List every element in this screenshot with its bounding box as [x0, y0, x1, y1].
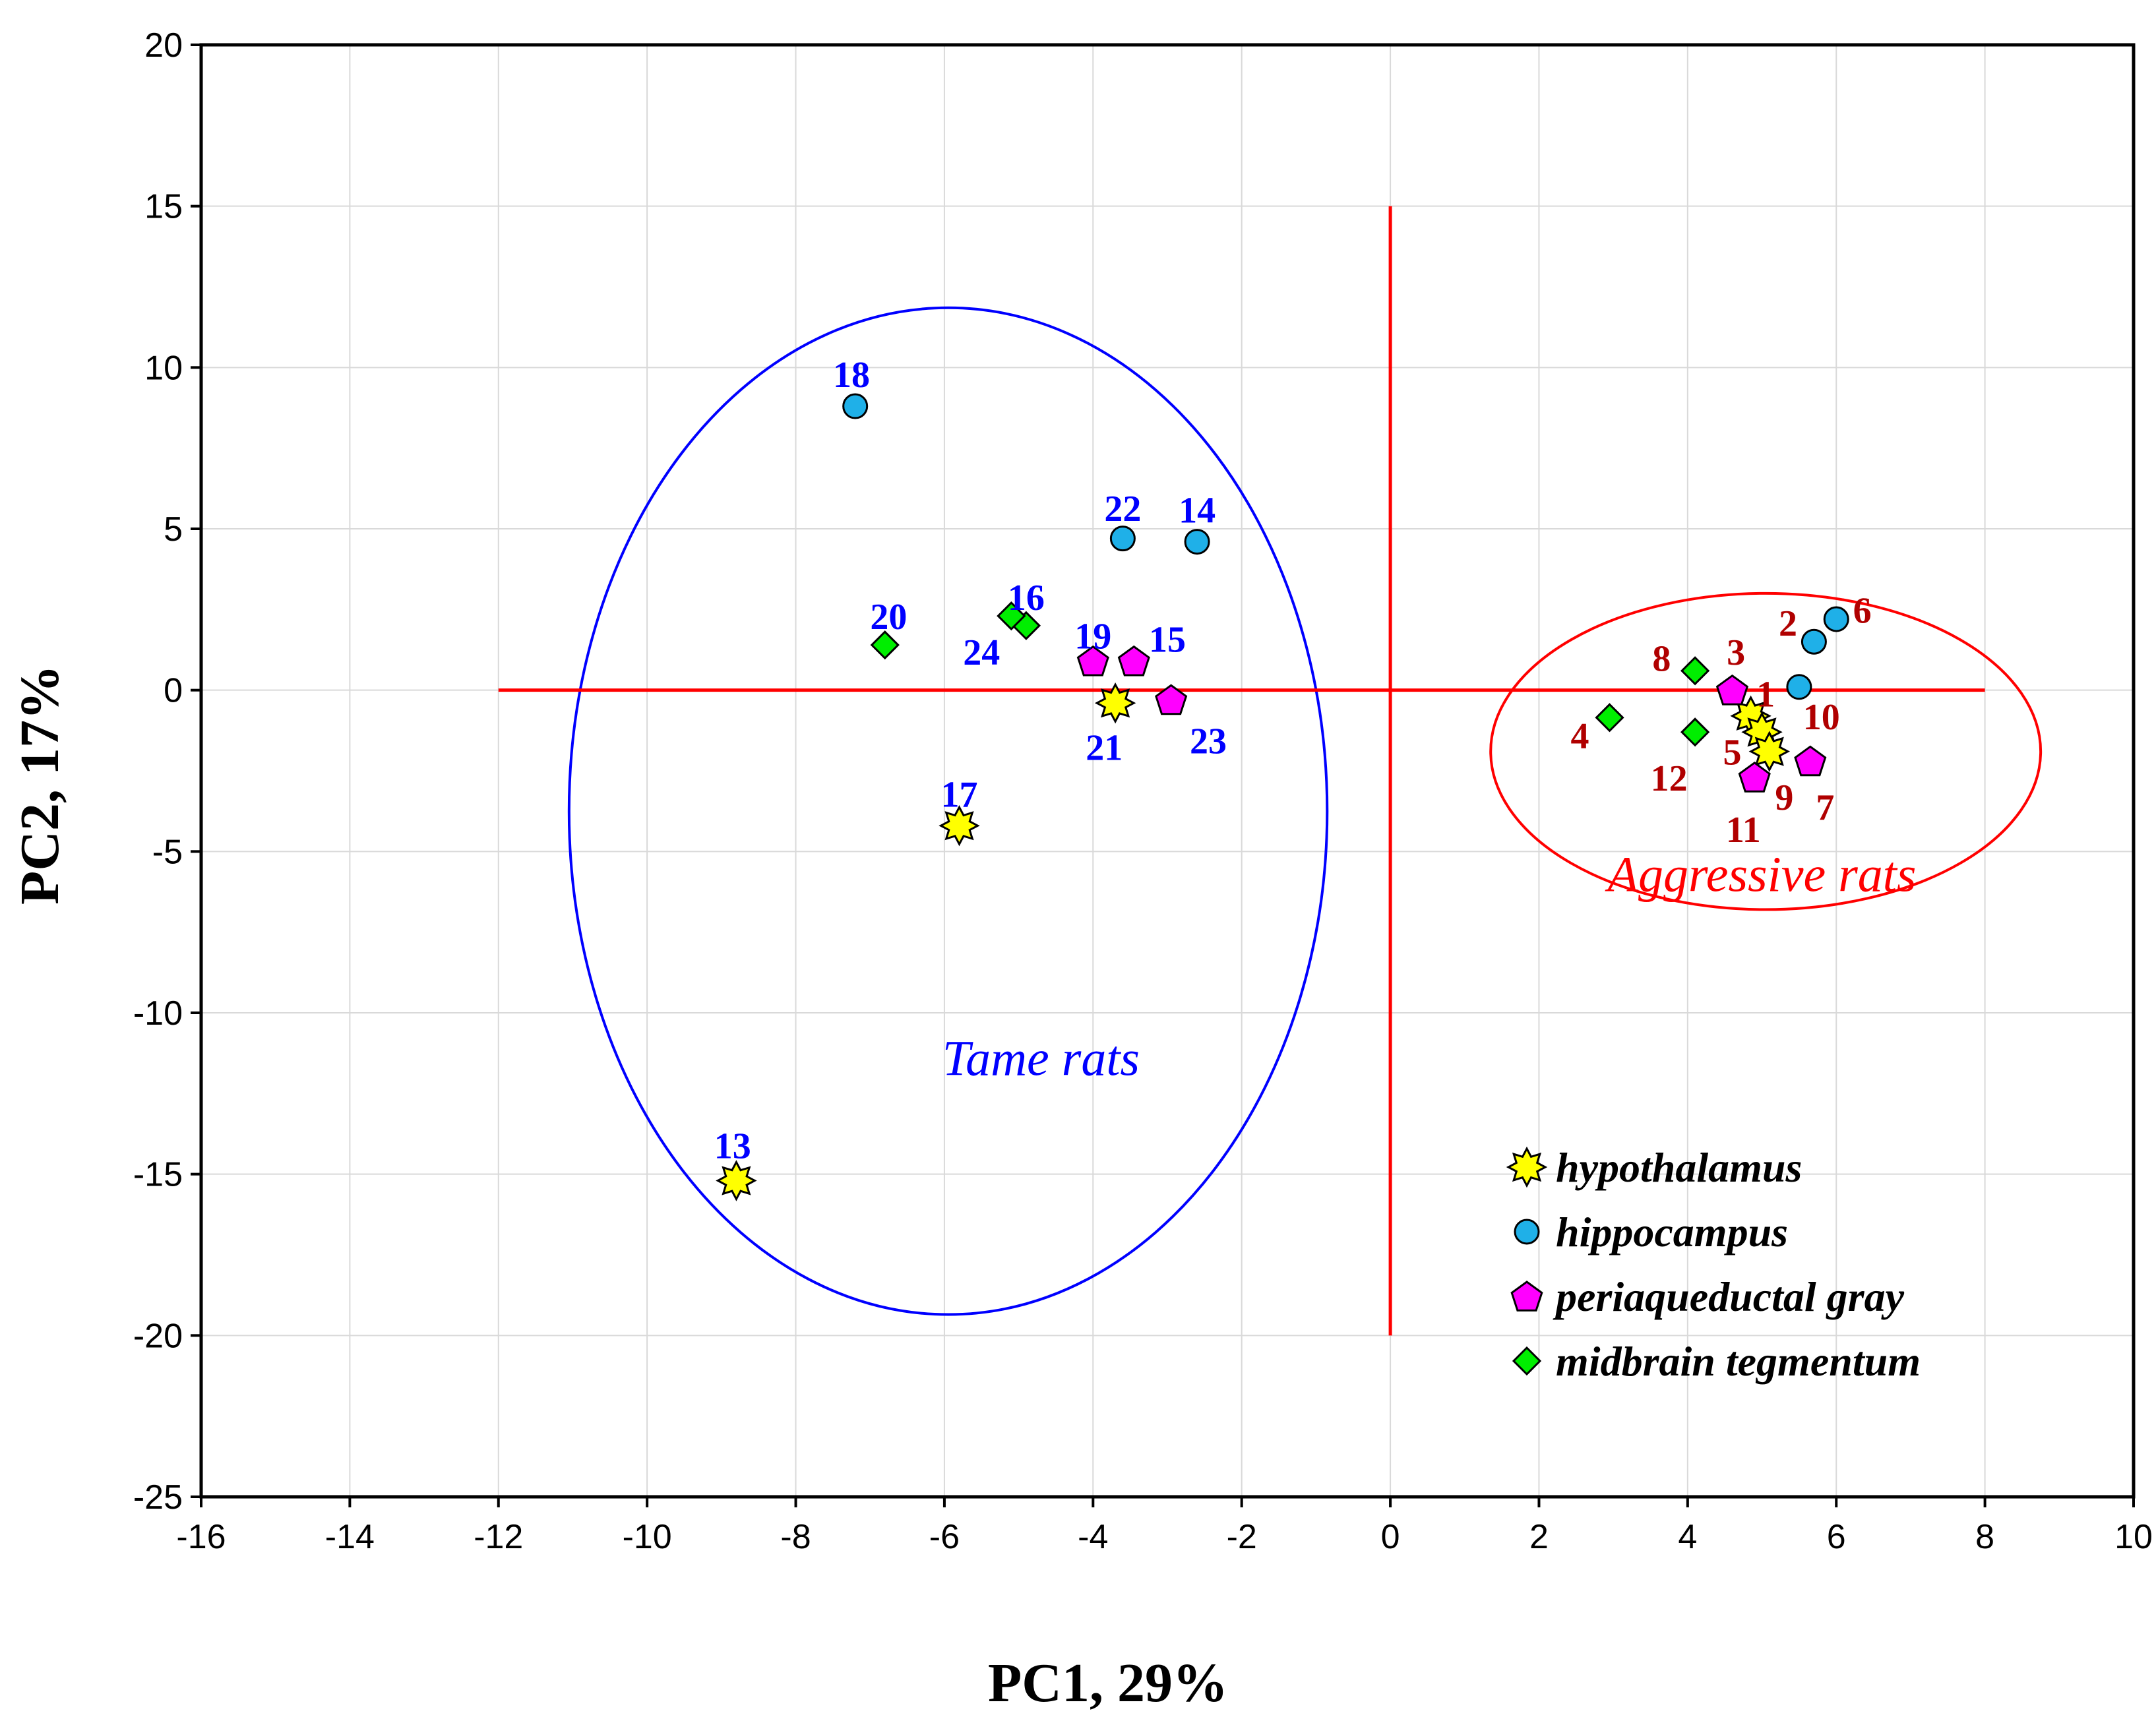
y-axis-title: PC2, 17%	[9, 665, 71, 905]
hippocampus-point	[1801, 628, 1827, 655]
y-tick-label: -10	[133, 994, 183, 1033]
hypothalamus-point	[1094, 682, 1136, 724]
y-tick-label: -25	[133, 1478, 183, 1517]
plot-frame	[199, 43, 2136, 1499]
y-tick-label: -5	[152, 833, 183, 871]
y-tick-label: 10	[144, 349, 183, 387]
periaqueductal-gray-point	[1794, 745, 1827, 777]
midbrain-tegmentum-point	[997, 601, 1026, 631]
x-axis-title: PC1, 29%	[988, 1652, 1228, 1714]
tame-group-ellipse	[567, 306, 1329, 1316]
point-label: 16	[1008, 578, 1045, 619]
point-label: 10	[1803, 697, 1840, 738]
aggressive-group-label: Aggressive rats	[1605, 847, 1917, 903]
x-tick-label: 4	[1678, 1518, 1697, 1556]
point-label: 24	[963, 632, 1000, 673]
legend: hypothalamus hippocampus periaqueductal gr…	[1506, 1144, 1921, 1385]
y-tick-label: 15	[144, 188, 183, 226]
hippocampus-point	[1109, 526, 1136, 552]
point-label: 9	[1775, 777, 1793, 818]
point-label: 19	[1074, 616, 1111, 657]
point-label: 18	[833, 355, 870, 396]
hippocampus-point	[842, 393, 869, 419]
periaqueductal-gray-point	[1117, 645, 1150, 677]
x-tick-label: -14	[325, 1518, 375, 1556]
data-points	[716, 393, 1849, 1201]
y-tick-label: -15	[133, 1156, 183, 1194]
point-label: 11	[1726, 810, 1761, 851]
x-tick-label: 6	[1827, 1518, 1846, 1556]
hippocampus-point	[1786, 674, 1812, 700]
hypothalamus-point	[939, 804, 980, 847]
point-label: 1	[1756, 675, 1775, 715]
x-tick-label: -8	[780, 1518, 811, 1556]
x-tick-label: -6	[929, 1518, 960, 1556]
x-tick-label: -4	[1078, 1518, 1108, 1556]
x-tick-label: -16	[176, 1518, 226, 1556]
point-label: 14	[1179, 491, 1216, 531]
pentagon-icon	[1510, 1281, 1543, 1312]
midbrain-tegmentum-point	[870, 630, 900, 660]
point-label: 3	[1727, 632, 1745, 673]
periaqueductal-gray-point	[1155, 684, 1188, 715]
x-tick-label: -2	[1227, 1518, 1257, 1556]
point-label: 4	[1570, 716, 1589, 757]
x-tick-label: 8	[1975, 1518, 1994, 1556]
y-tick-label: 0	[164, 672, 183, 710]
periaqueductal-gray-point	[1076, 645, 1109, 677]
y-tick-label: 20	[144, 26, 183, 65]
legend-label: periaqueductal gray	[1553, 1273, 1905, 1320]
point-label: 22	[1104, 489, 1141, 529]
y-tick-label: 5	[164, 510, 183, 549]
point-label: 12	[1651, 758, 1688, 799]
midbrain-tegmentum-point	[1680, 656, 1710, 686]
point-label: 21	[1086, 727, 1123, 768]
point-label: 13	[714, 1126, 751, 1167]
point-label: 8	[1652, 639, 1671, 680]
point-label: 2	[1779, 603, 1797, 644]
periaqueductal-gray-point	[1738, 761, 1771, 793]
aggressive-group-ellipse	[1489, 591, 2043, 911]
x-tick-label: 0	[1381, 1518, 1400, 1556]
x-tick-label: 2	[1529, 1518, 1549, 1556]
x-tick-label: 10	[2114, 1518, 2153, 1556]
star-icon	[1506, 1146, 1548, 1188]
midbrain-tegmentum-point	[1595, 703, 1624, 733]
x-tick-label: -10	[623, 1518, 672, 1556]
tame-group-label: Tame rats	[942, 1031, 1140, 1087]
point-label: 15	[1149, 619, 1186, 660]
x-tick-label: -12	[474, 1518, 523, 1556]
periaqueductal-gray-point	[1715, 674, 1749, 706]
hippocampus-point	[1184, 529, 1210, 555]
legend-label: hippocampus	[1556, 1209, 1788, 1255]
diamond-icon	[1512, 1346, 1542, 1376]
y-tick-label: -20	[133, 1317, 183, 1355]
axis-ticks: -16 -14 -12 -10 -8 -6 -4 -2 0 2 4 6 8 1020151050-5-10…	[133, 26, 2153, 1556]
legend-label: midbrain tegmentum	[1556, 1338, 1921, 1385]
hypothalamus-point	[716, 1160, 757, 1201]
point-label: 7	[1816, 787, 1834, 828]
point-label: 23	[1190, 721, 1227, 762]
point-label: 6	[1853, 590, 1872, 631]
point-label: 5	[1723, 733, 1741, 773]
point-label: 17	[940, 774, 977, 815]
circle-icon	[1514, 1219, 1540, 1245]
midbrain-tegmentum-point	[1680, 717, 1710, 747]
point-label: 20	[870, 597, 907, 638]
hippocampus-point	[1823, 606, 1849, 632]
group-ellipses	[567, 306, 2043, 1316]
hypothalamus-point	[1748, 731, 1791, 772]
group-labels: Tame rats Aggressive rats	[942, 847, 1917, 1087]
legend-label: hypothalamus	[1556, 1144, 1802, 1191]
